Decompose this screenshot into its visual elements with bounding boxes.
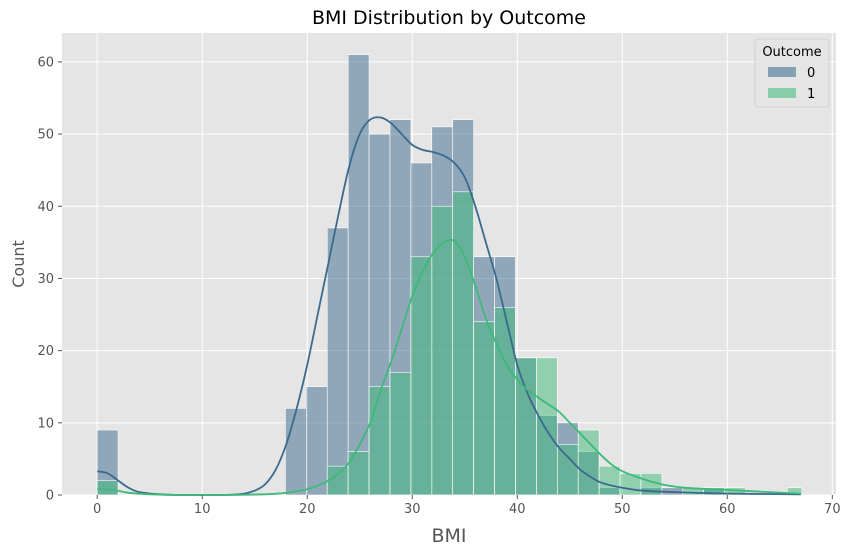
histogram-bar-outcome-1 xyxy=(577,429,600,496)
y-tick-label: 0 xyxy=(46,489,54,504)
histogram-bar-outcome-0 xyxy=(285,408,307,496)
histogram-bar-outcome-1 xyxy=(598,465,621,496)
y-tick-label: 10 xyxy=(37,416,54,431)
histogram-bar-outcome-0 xyxy=(306,386,328,496)
histogram-bar-outcome-1 xyxy=(452,191,474,496)
legend-swatch-outcome-0 xyxy=(768,67,796,77)
histogram-bar-outcome-1 xyxy=(536,357,558,496)
histogram-bar-outcome-1 xyxy=(326,465,349,496)
histogram-bar-outcome-1 xyxy=(556,444,579,496)
histogram-bar-outcome-1 xyxy=(368,386,391,496)
x-tick-label: 70 xyxy=(824,502,841,517)
x-tick-label: 30 xyxy=(404,502,421,517)
histogram-bar-outcome-0 xyxy=(347,54,370,496)
x-axis-label: BMI xyxy=(431,525,466,547)
x-tick-label: 10 xyxy=(194,502,211,517)
y-axis-ticks: 0 10 20 30 40 50 60 xyxy=(37,55,62,504)
legend-title: Outcome xyxy=(762,45,821,60)
histogram-bar-outcome-1 xyxy=(389,371,412,496)
histogram-bar-outcome-1 xyxy=(96,480,119,496)
x-tick-label: 0 xyxy=(93,502,101,517)
kde-curves xyxy=(97,116,801,496)
y-tick-label: 60 xyxy=(37,55,54,70)
y-axis-label: Count xyxy=(9,240,28,288)
y-tick-label: 50 xyxy=(37,128,54,143)
x-tick-label: 20 xyxy=(299,502,316,517)
x-tick-label: 60 xyxy=(719,502,736,517)
y-tick-label: 20 xyxy=(37,344,54,359)
legend: Outcome 0 1 xyxy=(754,38,830,108)
legend-label-outcome-1: 1 xyxy=(807,87,815,102)
y-tick-label: 30 xyxy=(37,272,54,287)
histogram-bar-outcome-1 xyxy=(515,357,537,496)
kde-line-outcome-1 xyxy=(97,238,801,496)
x-tick-label: 40 xyxy=(509,502,526,517)
x-tick-label: 50 xyxy=(614,502,631,517)
histogram-bar-outcome-0 xyxy=(326,227,349,496)
chart-title: BMI Distribution by Outcome xyxy=(312,7,586,29)
histogram-bar-outcome-1 xyxy=(494,307,516,496)
legend-swatch-outcome-1 xyxy=(768,88,796,98)
legend-label-outcome-0: 0 xyxy=(807,66,815,81)
histogram-bar-outcome-1 xyxy=(473,321,495,496)
y-tick-label: 40 xyxy=(37,200,54,215)
x-axis-ticks: 0 10 20 30 40 50 60 70 xyxy=(93,495,841,517)
